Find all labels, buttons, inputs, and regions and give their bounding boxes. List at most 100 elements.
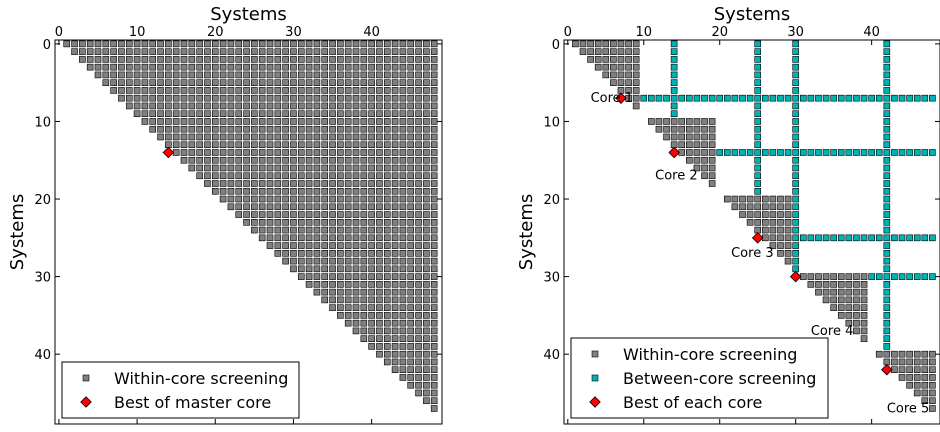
within-core-marker — [337, 203, 344, 211]
within-core-marker — [344, 312, 352, 319]
legend-label: Best of master core — [114, 393, 271, 412]
within-core-marker — [853, 327, 860, 335]
within-core-marker — [430, 234, 438, 242]
within-core-marker — [337, 71, 344, 79]
within-core-marker — [266, 195, 274, 203]
within-core-marker — [632, 94, 640, 102]
within-core-marker — [383, 273, 391, 280]
within-core-marker — [258, 187, 266, 195]
within-core-marker — [297, 195, 305, 203]
within-core-marker — [251, 195, 258, 203]
within-core-marker — [204, 87, 211, 94]
within-core-marker — [251, 87, 258, 94]
within-core-marker — [344, 304, 352, 311]
within-core-marker — [258, 203, 266, 211]
between-core-marker — [883, 257, 891, 265]
within-core-marker — [407, 304, 415, 311]
within-core-marker — [313, 40, 321, 48]
within-core-marker — [399, 327, 407, 335]
within-core-marker — [407, 149, 415, 156]
within-core-marker — [891, 358, 898, 366]
within-core-marker — [344, 164, 352, 172]
between-core-marker — [883, 56, 891, 63]
within-core-marker — [360, 110, 368, 117]
within-core-marker — [423, 335, 430, 342]
within-core-marker — [777, 226, 784, 234]
within-core-marker — [86, 56, 94, 63]
within-core-marker — [211, 118, 219, 125]
within-core-marker — [352, 180, 360, 187]
within-core-marker — [368, 219, 375, 226]
within-core-marker — [352, 71, 360, 79]
between-core-marker — [784, 94, 792, 102]
within-core-marker — [243, 156, 250, 164]
within-core-marker — [352, 203, 360, 211]
between-core-marker — [815, 234, 822, 242]
within-core-marker — [423, 172, 430, 180]
within-core-marker — [883, 350, 891, 358]
within-core-marker — [708, 118, 716, 125]
within-core-marker — [133, 79, 141, 86]
within-core-marker — [344, 40, 352, 48]
x-axis-title: Systems — [210, 4, 287, 25]
within-core-marker — [391, 87, 399, 94]
within-core-marker — [157, 40, 164, 48]
within-core-marker — [860, 281, 868, 288]
within-core-marker — [274, 242, 282, 249]
within-core-marker — [407, 110, 415, 117]
within-core-marker — [391, 110, 399, 117]
within-core-marker — [282, 149, 289, 156]
within-core-marker — [921, 350, 929, 358]
within-core-marker — [180, 110, 188, 117]
between-core-marker — [716, 149, 724, 156]
within-core-marker — [399, 48, 407, 55]
within-core-marker — [430, 397, 438, 405]
within-core-marker — [243, 40, 250, 48]
between-core-marker — [883, 71, 891, 79]
within-core-marker — [594, 48, 602, 55]
within-core-marker — [423, 203, 430, 211]
within-core-marker — [617, 56, 625, 63]
within-core-marker — [149, 56, 157, 63]
within-core-marker — [196, 94, 203, 102]
between-core-marker — [891, 273, 898, 280]
within-core-marker — [149, 94, 157, 102]
within-core-marker — [235, 87, 243, 94]
within-core-marker — [165, 48, 172, 55]
between-core-marker — [883, 211, 891, 218]
within-core-marker — [305, 242, 313, 249]
within-core-marker — [313, 118, 321, 125]
within-core-marker — [632, 56, 640, 63]
within-core-marker — [141, 110, 149, 117]
within-core-marker — [383, 203, 391, 211]
within-core-marker — [297, 187, 305, 195]
within-core-marker — [227, 110, 235, 117]
within-core-marker — [423, 381, 430, 389]
within-core-marker — [376, 63, 383, 71]
within-core-marker — [399, 133, 407, 141]
within-core-marker — [266, 156, 274, 164]
within-core-marker — [929, 350, 936, 358]
within-core-marker — [290, 211, 297, 218]
between-core-marker — [845, 234, 853, 242]
between-core-marker — [883, 273, 891, 280]
within-core-marker — [297, 133, 305, 141]
within-core-marker — [430, 71, 438, 79]
within-core-marker — [632, 71, 640, 79]
within-core-marker — [913, 381, 921, 389]
between-core-marker — [792, 203, 799, 211]
within-core-marker — [430, 335, 438, 342]
between-core-marker — [868, 234, 875, 242]
within-core-marker — [188, 94, 196, 102]
within-core-marker — [360, 219, 368, 226]
within-core-marker — [258, 180, 266, 187]
within-core-marker — [211, 141, 219, 149]
within-core-marker — [251, 149, 258, 156]
within-core-marker — [196, 40, 203, 48]
within-core-marker — [133, 40, 141, 48]
within-core-marker — [227, 133, 235, 141]
between-core-marker — [792, 257, 799, 265]
within-core-marker — [368, 133, 375, 141]
